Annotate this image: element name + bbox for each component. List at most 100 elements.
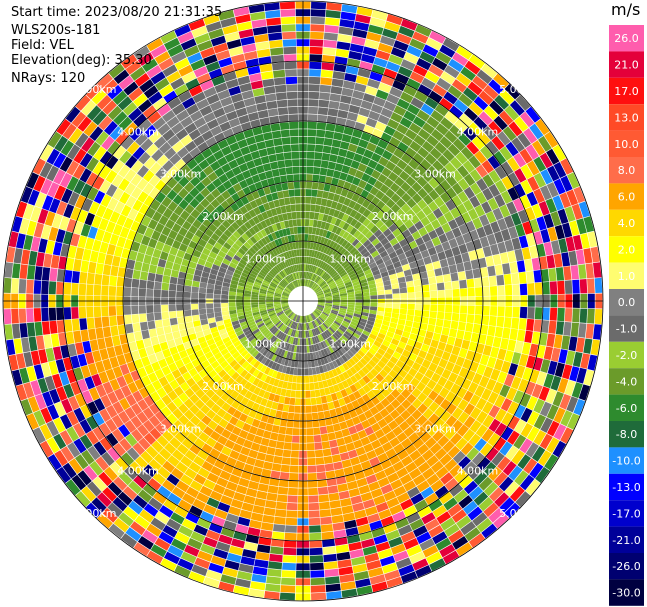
gate-cell [454, 215, 465, 227]
gate-cell [560, 175, 573, 192]
gate-cell [410, 97, 424, 109]
gate-cell [353, 21, 370, 32]
gate-cell [343, 278, 351, 284]
gate-cell [573, 398, 586, 416]
gate-cell [315, 197, 322, 206]
gate-cell [517, 378, 529, 393]
gate-cell [514, 248, 524, 262]
gate-cell [404, 219, 414, 229]
gate-cell [331, 139, 342, 148]
gate-cell [488, 79, 504, 95]
gate-cell [546, 254, 556, 269]
gate-cell [311, 1, 327, 10]
gate-cell [499, 89, 515, 105]
gate-cell [515, 365, 526, 379]
gate-cell [434, 244, 444, 254]
gate-cell [513, 390, 525, 404]
gate-cell [541, 269, 550, 282]
gate-cell [385, 160, 396, 172]
colorbar-tick-label: 13.0 [614, 111, 639, 124]
gate-cell [529, 245, 539, 259]
gate-cell [322, 285, 329, 291]
gate-cell [316, 292, 324, 296]
gate-cell [358, 321, 366, 327]
gate-cell [479, 375, 490, 388]
gate-cell [317, 278, 324, 285]
gate-cell [422, 310, 430, 318]
gate-cell [590, 246, 600, 263]
gate-cell [369, 135, 381, 146]
gate-cell [396, 98, 410, 110]
gate-cell [309, 281, 314, 288]
gate-cell [497, 218, 508, 231]
gate-cell [451, 170, 463, 183]
gate-cell [333, 275, 341, 282]
gate-cell [548, 320, 557, 334]
gate-cell [325, 297, 333, 300]
gate-cell [422, 304, 430, 311]
gate-cell [328, 315, 336, 321]
colorbar-tick-label: -26.0 [612, 560, 640, 573]
gate-cell [422, 122, 435, 135]
gate-cell [511, 376, 522, 390]
gate-cell [383, 68, 398, 80]
gate-cell [395, 73, 410, 85]
gate-cell [443, 273, 452, 283]
gate-cell [410, 327, 420, 335]
gate-cell [324, 305, 332, 308]
gate-cell [453, 99, 468, 113]
gate-cell [371, 238, 380, 247]
gate-cell [347, 143, 358, 153]
gate-cell [520, 422, 533, 438]
gate-cell [385, 188, 395, 199]
gate-cell [369, 71, 383, 82]
gate-cell [368, 333, 377, 340]
gate-cell [308, 280, 312, 288]
gate-cell [552, 195, 564, 211]
gate-cell [356, 114, 368, 125]
gate-cell [323, 138, 333, 147]
gate-cell [482, 246, 492, 257]
gate-cell [389, 86, 403, 98]
gate-cell [316, 122, 327, 130]
gate-cell [339, 309, 347, 314]
gate-cell [585, 263, 594, 279]
gate-cell [389, 154, 401, 165]
gate-cell [421, 359, 431, 369]
gate-cell [409, 140, 422, 153]
gate-cell [323, 183, 331, 192]
gate-cell [392, 288, 400, 294]
gate-cell [489, 100, 504, 115]
gate-cell [471, 136, 485, 150]
gate-cell [331, 288, 339, 293]
gate-cell [355, 269, 364, 276]
gate-cell [315, 276, 321, 284]
gate-cell [553, 162, 567, 178]
gate-cell [452, 227, 462, 238]
gate-cell [428, 229, 438, 240]
gate-cell [395, 208, 406, 219]
gate-cell [448, 353, 458, 364]
gate-cell [376, 286, 385, 292]
gate-cell [434, 196, 445, 208]
gate-cell [533, 270, 542, 283]
gate-cell [377, 262, 386, 270]
gate-cell [334, 218, 342, 227]
gate-cell [352, 263, 360, 270]
gate-cell [315, 227, 321, 236]
gate-cell [533, 414, 546, 430]
gate-cell [375, 89, 389, 100]
gate-cell [311, 189, 318, 197]
gate-cell [309, 39, 324, 47]
gate-cell [590, 339, 600, 356]
gate-cell [571, 203, 583, 220]
gate-cell [451, 312, 460, 322]
gate-cell [350, 136, 361, 146]
gate-cell [306, 264, 310, 272]
gate-cell [463, 173, 476, 187]
gate-cell [360, 247, 368, 256]
gate-cell [422, 182, 434, 194]
gate-cell [414, 90, 428, 103]
gate-cell [396, 198, 406, 208]
gate-cell [304, 279, 306, 287]
